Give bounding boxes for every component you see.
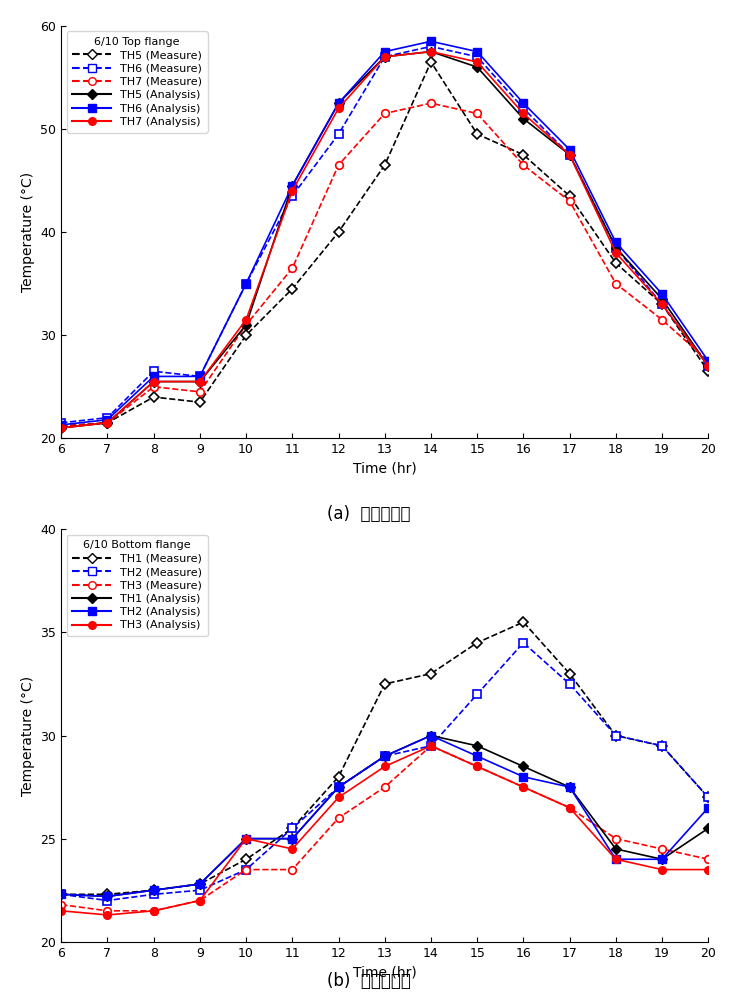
- Legend: TH1 (Measure), TH2 (Measure), TH3 (Measure), TH1 (Analysis), TH2 (Analysis), TH3: TH1 (Measure), TH2 (Measure), TH3 (Measu…: [67, 535, 208, 636]
- Y-axis label: Temperature (°C): Temperature (°C): [21, 675, 35, 796]
- X-axis label: Time (hr): Time (hr): [353, 462, 416, 476]
- X-axis label: Time (hr): Time (hr): [353, 965, 416, 979]
- Y-axis label: Temperature (°C): Temperature (°C): [21, 172, 35, 292]
- Legend: TH5 (Measure), TH6 (Measure), TH7 (Measure), TH5 (Analysis), TH6 (Analysis), TH7: TH5 (Measure), TH6 (Measure), TH7 (Measu…: [67, 31, 208, 132]
- Text: (b)  하부플랜지: (b) 하부플랜지: [326, 972, 411, 990]
- Text: (a)  상부플랜지: (a) 상부플랜지: [326, 505, 411, 523]
